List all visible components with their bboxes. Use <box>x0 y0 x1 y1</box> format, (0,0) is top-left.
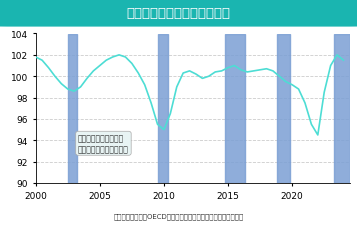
Bar <box>226 34 245 183</box>
Text: エルニーニョ現象と経済情勢: エルニーニョ現象と経済情勢 <box>126 7 231 20</box>
Text: （出所：気象庁、OECDより住友商事グローバルリサーチ作成）: （出所：気象庁、OECDより住友商事グローバルリサーチ作成） <box>114 212 243 218</box>
Bar <box>335 34 350 183</box>
FancyBboxPatch shape <box>0 0 357 27</box>
Bar <box>277 34 290 183</box>
Bar <box>68 34 77 183</box>
Bar <box>157 34 168 183</box>
Text: 金融危機時を除くと景
況感の悪化を伴っている: 金融危機時を除くと景 況感の悪化を伴っている <box>78 134 129 153</box>
